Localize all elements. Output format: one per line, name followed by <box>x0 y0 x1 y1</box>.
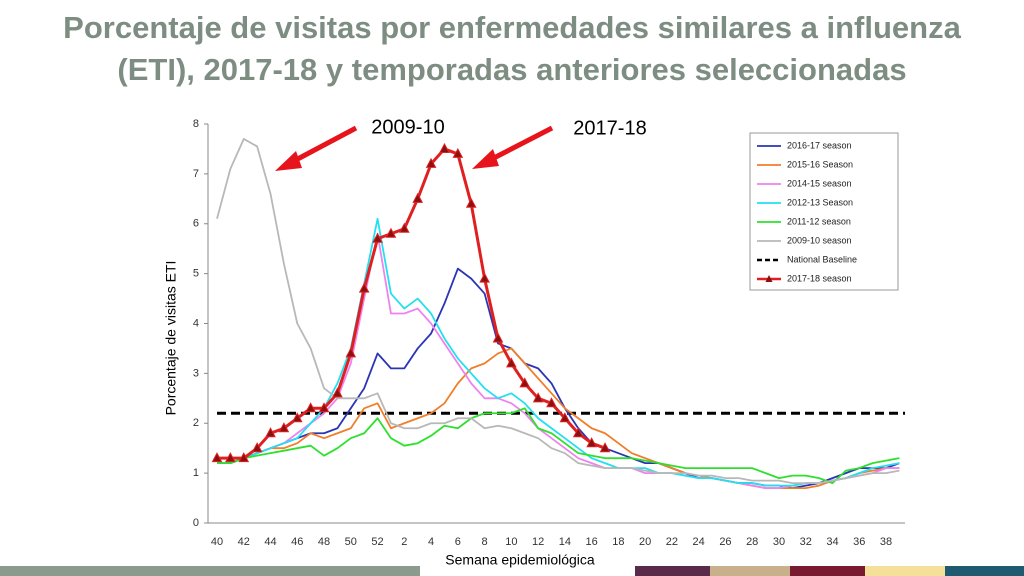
marker <box>599 442 611 453</box>
marker <box>519 377 531 388</box>
annotation: 2009-10 <box>371 116 444 138</box>
x-tick-label: 10 <box>505 536 517 548</box>
annotation: 2017-18 <box>573 117 646 139</box>
x-tick-label: 48 <box>318 536 330 548</box>
legend-label: 2017-18 season <box>787 273 852 283</box>
x-tick-label: 36 <box>853 536 865 548</box>
marker <box>385 227 397 238</box>
marker <box>412 192 424 203</box>
marker <box>225 452 236 463</box>
marker <box>278 422 290 433</box>
marker <box>586 437 597 448</box>
x-tick-label: 34 <box>826 536 838 548</box>
marker <box>506 357 517 368</box>
marker <box>358 282 370 293</box>
x-tick-label: 8 <box>482 536 488 548</box>
marker <box>332 387 343 398</box>
series-line <box>217 232 900 489</box>
legend-label: 2011-12 season <box>787 216 851 226</box>
y-tick-label: 4 <box>193 317 199 329</box>
series-line <box>217 267 900 489</box>
legend-label: 2014-15 season <box>787 178 852 188</box>
x-tick-label: 26 <box>719 536 731 548</box>
x-tick-label: 50 <box>345 536 357 548</box>
x-tick-label: 52 <box>371 536 383 548</box>
marker <box>439 142 450 153</box>
x-tick-label: 20 <box>639 536 651 548</box>
x-tick-label: 42 <box>238 536 250 548</box>
x-tick-label: 6 <box>455 536 461 548</box>
x-tick-label: 18 <box>612 536 624 548</box>
marker <box>372 232 383 243</box>
marker <box>238 452 250 463</box>
x-tick-label: 32 <box>800 536 812 548</box>
x-tick-label: 28 <box>746 536 758 548</box>
marker <box>211 452 223 463</box>
x-tick-label: 2 <box>401 536 407 548</box>
title-line: (ETI), 2017-18 y temporadas anteriores s… <box>117 52 906 87</box>
legend-label: 2012-13 Season <box>787 197 853 207</box>
marker <box>559 412 571 423</box>
legend-label: National Baseline <box>787 254 857 264</box>
x-tick-label: 40 <box>211 536 223 548</box>
marker <box>479 272 490 283</box>
marker <box>398 222 410 233</box>
y-tick-label: 7 <box>193 168 199 180</box>
x-axis-label: Semana epidemiológica <box>445 552 595 568</box>
series-line <box>216 138 900 484</box>
legend-marker <box>765 275 773 282</box>
marker <box>465 197 477 208</box>
x-tick-label: 14 <box>559 536 571 548</box>
y-tick-label: 8 <box>193 118 199 130</box>
y-axis-label: Porcentaje de visitas ETI <box>163 261 179 416</box>
title-line: Porcentaje de visitas por enfermedades s… <box>63 10 961 45</box>
x-tick-label: 44 <box>264 536 276 548</box>
x-tick-label: 4 <box>428 536 434 548</box>
y-tick-label: 3 <box>193 367 199 379</box>
marker <box>532 392 544 403</box>
footer-bar <box>0 566 1024 576</box>
marker <box>305 402 316 413</box>
marker <box>572 427 584 438</box>
y-tick-label: 0 <box>193 517 199 529</box>
marker <box>492 332 504 343</box>
arrow <box>275 125 554 171</box>
x-tick-label: 46 <box>291 536 303 548</box>
y-tick-label: 5 <box>193 268 199 280</box>
marker <box>251 442 263 453</box>
series-line <box>217 347 900 489</box>
y-tick-label: 6 <box>193 218 199 230</box>
marker <box>425 157 437 168</box>
x-tick-label: 24 <box>693 536 705 548</box>
x-tick-label: 16 <box>586 536 598 548</box>
marker <box>265 427 276 438</box>
legend-box <box>749 132 899 291</box>
marker <box>345 347 357 358</box>
marker <box>546 397 557 408</box>
series-line <box>217 407 900 484</box>
legend-label: 2016-17 season <box>787 140 852 150</box>
x-tick-label: 30 <box>773 536 785 548</box>
x-tick-label: 12 <box>532 536 544 548</box>
legend-label: 2015-16 Season <box>787 159 853 169</box>
marker <box>318 402 330 413</box>
marker <box>452 147 464 158</box>
y-tick-label: 2 <box>193 417 199 429</box>
legend-label: 2009-10 season <box>787 235 852 245</box>
y-tick-label: 1 <box>193 467 199 479</box>
x-tick-label: 22 <box>666 536 678 548</box>
series-line <box>217 217 900 487</box>
x-tick-label: 38 <box>880 536 892 548</box>
marker <box>291 412 303 423</box>
